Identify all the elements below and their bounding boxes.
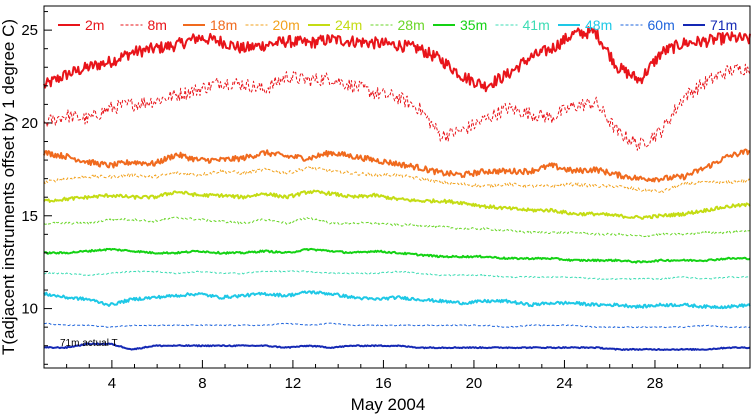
series-line-48m [43,290,751,310]
y-tick-label: 20 [21,115,38,132]
legend-label-60m: 60m [648,17,675,33]
series-line-2m [43,26,751,93]
legend-label-28m: 28m [398,17,425,33]
legend-label-2m: 2m [85,17,104,33]
series-line-60m [43,322,751,329]
x-tick-label: 20 [466,375,483,392]
x-tick-label: 12 [285,375,302,392]
legend-label-48m: 48m [585,17,612,33]
series-line-28m [43,216,751,238]
series-line-18m [43,148,751,183]
x-tick-label: 28 [647,375,664,392]
y-axis: 10 15 20 25 [21,11,52,365]
x-tick-label: 16 [375,375,392,392]
legend-label-35m: 35m [460,17,487,33]
series-line-8m [43,63,751,151]
legend-label-41m: 41m [523,17,550,33]
series-line-41m [43,270,750,280]
x-axis-title: May 2004 [351,395,426,414]
series-line-24m [43,189,751,220]
legend-label-71m: 71m [710,17,737,33]
legend-label-8m: 8m [148,17,167,33]
x-tick-label: 4 [108,375,116,392]
series-line-71m [43,342,751,351]
x-tick-label: 8 [198,375,206,392]
series-layer [43,26,751,351]
legend: 2m 8m 18m 20m 24m 28m 35m 41m 48m 60m 71m [58,17,737,33]
y-tick-label: 10 [21,301,38,318]
x-tick-label: 24 [556,375,573,392]
legend-label-20m: 20m [273,17,300,33]
series-line-20m [43,165,751,193]
x-axis: 4 8 12 16 20 24 28 [66,360,724,392]
series-line-35m [43,247,751,264]
y-axis-title: T(adjacent instruments offset by 1 degre… [0,19,18,355]
y-tick-label: 15 [21,208,38,225]
annotation-71m: 71m actual T [60,338,118,349]
plot-frame [43,5,751,369]
legend-label-18m: 18m [210,17,237,33]
legend-label-24m: 24m [335,17,362,33]
y-tick-label: 25 [21,22,38,39]
